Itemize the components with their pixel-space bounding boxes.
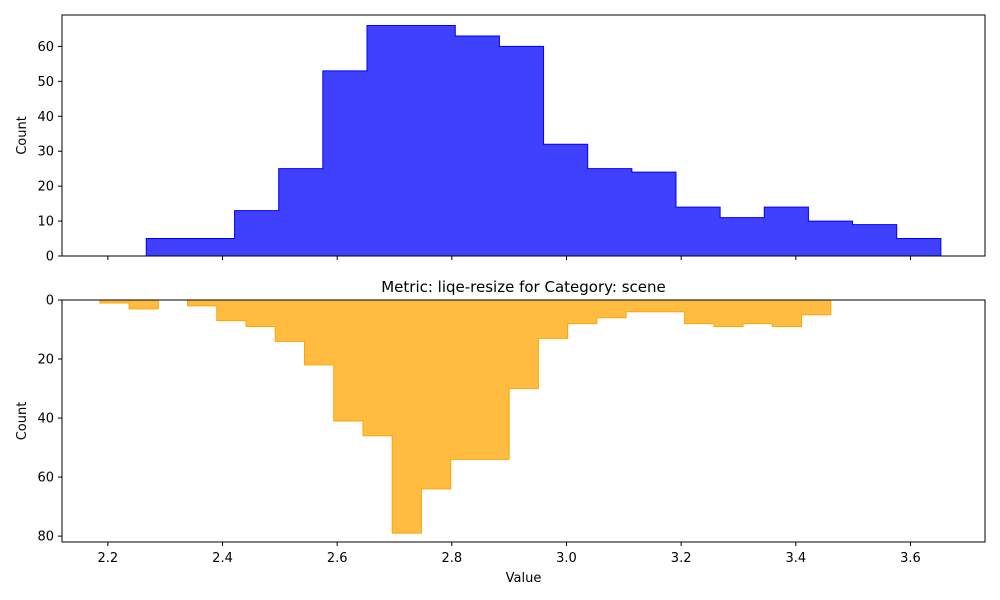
bottom-x-tick-label: 3.2 [671, 551, 692, 566]
bottom-x-ticks: 2.2 2.4 2.6 2.8 3.0 3.2 3.4 3.6 [98, 542, 921, 566]
bottom-y-tick-label: 0 [46, 294, 54, 309]
top-histogram-plot-area [145, 24, 942, 257]
bottom-x-tick-label: 2.8 [441, 551, 462, 566]
bottom-x-tick-label: 2.6 [327, 551, 348, 566]
top-histogram-panel: 0 10 20 30 40 50 60 Count [15, 14, 986, 265]
bottom-histogram-plot-area [99, 299, 832, 534]
top-y-axis-label: Count [15, 116, 30, 155]
bottom-axes-frame [61, 299, 986, 543]
bottom-y-axis-label: Count [15, 402, 30, 441]
bottom-y-tick-label: 60 [37, 471, 54, 486]
bottom-x-axis-label: Value [506, 571, 542, 586]
top-histogram-outline [145, 24, 942, 257]
top-y-tick-label: 0 [46, 250, 54, 265]
top-y-tick-label: 30 [37, 145, 54, 160]
bottom-histogram-panel: Metric: liqe-resize for Category: scene … [15, 278, 986, 586]
bottom-x-tick-label: 3.6 [900, 551, 921, 566]
bottom-y-tick-label: 80 [37, 530, 54, 545]
top-y-ticks: 0 10 20 30 40 50 60 [37, 40, 62, 265]
bottom-y-tick-label: 20 [37, 353, 54, 368]
top-y-tick-label: 40 [37, 110, 54, 125]
top-y-tick-label: 10 [37, 215, 54, 230]
bottom-histogram-outline [99, 299, 832, 534]
bottom-y-ticks: 0 20 40 60 80 [37, 294, 62, 545]
bottom-y-tick-label: 40 [37, 412, 54, 427]
top-y-tick-label: 60 [37, 40, 54, 55]
top-y-tick-label: 50 [37, 75, 54, 90]
top-y-tick-label: 20 [37, 180, 54, 195]
top-axes-frame [61, 14, 986, 257]
bottom-x-tick-label: 3.4 [785, 551, 806, 566]
bottom-x-tick-label: 2.2 [98, 551, 119, 566]
bottom-x-tick-label: 2.4 [212, 551, 233, 566]
top-x-ticks [107, 256, 911, 260]
bottom-x-tick-label: 3.0 [556, 551, 577, 566]
bottom-chart-title: Metric: liqe-resize for Category: scene [381, 278, 666, 296]
